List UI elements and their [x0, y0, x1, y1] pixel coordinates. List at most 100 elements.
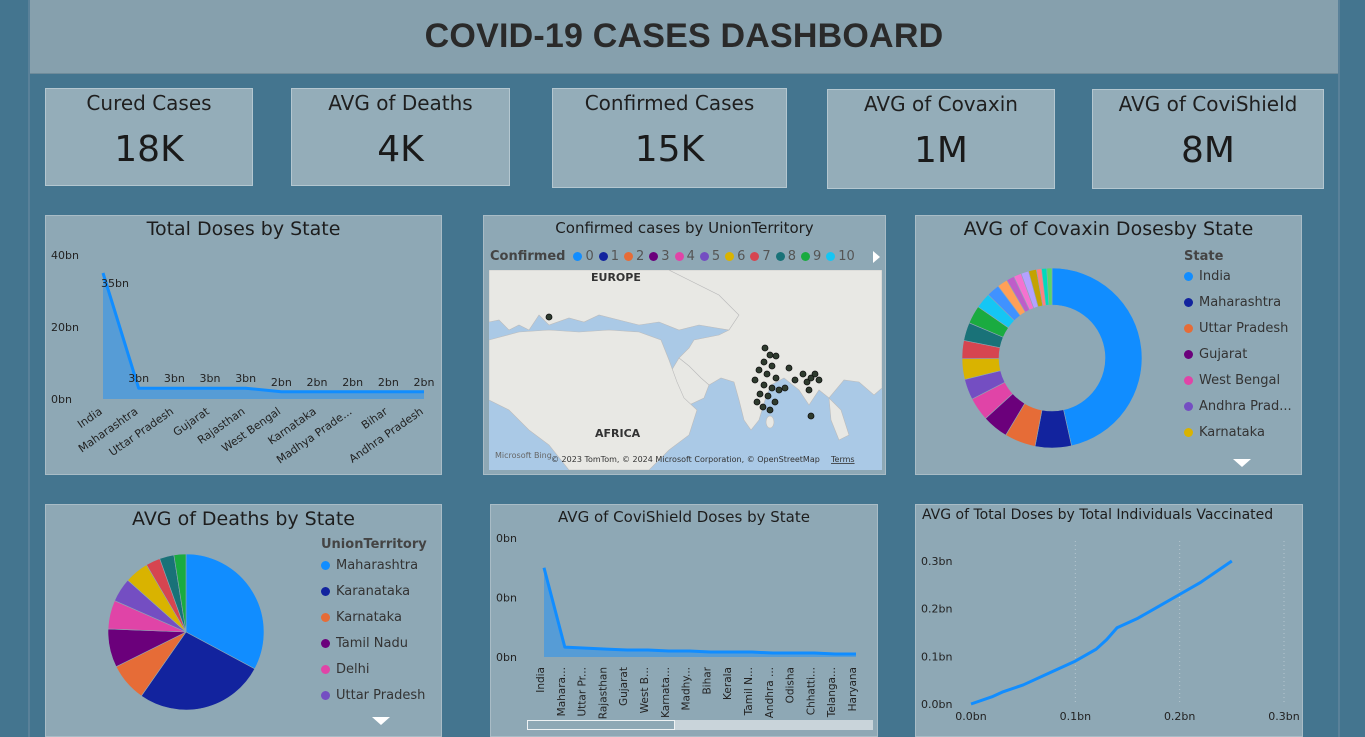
map-point: [803, 378, 811, 386]
series-line: [542, 567, 856, 656]
panel-total-doses[interactable]: Total Doses by State 0bn 20bn 40bn 35bn 3bn 3…: [45, 215, 442, 475]
kpi-value: 4K: [377, 129, 424, 170]
x-tick-label: Bihar: [701, 666, 713, 694]
legend-item[interactable]: India: [1184, 269, 1231, 284]
map-point: [753, 398, 761, 406]
legend-item[interactable]: Maharashtra: [1184, 295, 1281, 310]
legend-label: 4: [686, 249, 695, 264]
pie-slice: [140, 631, 256, 711]
map-point: [756, 390, 764, 398]
map-legend-item: 5: [699, 249, 720, 264]
legend-dot: [321, 691, 330, 700]
kpi-confirmed-cases[interactable]: Confirmed Cases 15K: [552, 88, 787, 188]
panel-deaths[interactable]: AVG of Deaths by State UnionTerritory Ma…: [45, 504, 442, 737]
map-point: [751, 376, 759, 384]
x-tick-label: Tamil N...: [743, 667, 755, 716]
legend-item[interactable]: Tamil Nadu: [321, 636, 408, 651]
chart-title: Total Doses by State: [146, 218, 341, 240]
left-border: [28, 0, 30, 737]
legend-scroll-down-icon[interactable]: [372, 717, 390, 725]
x-tick-label: Mahara...: [556, 667, 568, 716]
legend-dot: [573, 252, 583, 261]
x-tick-label: Uttar Pr...: [577, 667, 589, 717]
map-point: [766, 351, 774, 359]
series-line: [101, 272, 424, 394]
legend-item[interactable]: Karanataka: [321, 584, 410, 599]
x-tick-label: Chhatti...: [805, 667, 817, 715]
map-legend-item: 0: [573, 249, 594, 264]
legend-label: 3: [661, 249, 670, 264]
legend-item[interactable]: Uttar Pradesh: [321, 688, 425, 703]
legend-dot: [321, 561, 330, 570]
kpi-value: 8M: [1181, 130, 1235, 171]
legend-label: Maharashtra: [1199, 295, 1282, 310]
map-legend-item: 6: [725, 249, 745, 264]
panel-map[interactable]: Confirmed cases by UnionTerritory Confir…: [483, 215, 886, 475]
legend-item[interactable]: Delhi: [321, 662, 369, 677]
map-point: [545, 313, 553, 321]
kpi-avg-covaxin[interactable]: AVG of Covaxin 1M: [827, 89, 1055, 189]
map-label-africa: AFRICA: [595, 427, 641, 440]
total-doses-area-chart: 0bn 20bn 40bn 35bn 3bn 3bn 3bn 3bn 2bn 2bn 2bn 2bn 2…: [51, 249, 435, 466]
kpi-cured-cases[interactable]: Cured Cases 18K: [45, 88, 253, 186]
map-legend-next-icon[interactable]: [873, 251, 880, 263]
legend-dot: [1184, 376, 1193, 385]
map-legend-item: 1: [598, 249, 619, 264]
kpi-avg-deaths[interactable]: AVG of Deaths 4K: [291, 88, 510, 186]
legend-label: Andhra Prad...: [1199, 399, 1292, 414]
land-asia: [668, 270, 882, 431]
map-legend-item: 7: [750, 249, 771, 264]
kpi-label: Cured Cases: [86, 91, 212, 115]
data-label: 3bn: [164, 372, 185, 385]
x-tick-label: Gujarat: [618, 667, 630, 706]
map-label-europe: EUROPE: [591, 271, 641, 284]
map-point: [807, 374, 815, 382]
x-tick-label: Uttar Pradesh: [107, 405, 176, 459]
x-tick-label: Rajasthan: [597, 667, 609, 719]
legend-item[interactable]: Andhra Prad...: [1184, 399, 1292, 414]
kpi-label: AVG of CoviShield: [1118, 92, 1298, 116]
legend-dot: [1184, 350, 1193, 359]
legend-label: 10: [838, 249, 855, 264]
legend-item[interactable]: Maharashtra: [321, 558, 418, 573]
horizontal-scrollbar-thumb[interactable]: [527, 720, 675, 730]
legend-item[interactable]: Uttar Pradesh: [1184, 321, 1288, 336]
x-tick-label: Telanga...: [826, 667, 838, 718]
panel-covaxin[interactable]: AVG of Covaxin Dosesby State State India…: [915, 215, 1302, 475]
map-title: Confirmed cases by UnionTerritory: [555, 219, 814, 237]
legend-dot: [725, 252, 735, 261]
legend-title: UnionTerritory: [321, 537, 427, 552]
legend-label: 0: [585, 249, 594, 264]
panel-total-vs-individuals[interactable]: AVG of Total Doses by Total Individuals …: [915, 504, 1303, 737]
map-legend-item: 3: [649, 249, 670, 264]
legend-item[interactable]: Karnataka: [321, 610, 402, 625]
legend-dot: [321, 639, 330, 648]
map-point: [761, 344, 769, 352]
x-tick-label: 0.1bn: [1060, 710, 1091, 723]
legend-label: Karanataka: [336, 584, 411, 599]
legend-item[interactable]: Karnataka: [1184, 425, 1265, 440]
kpi-label: Confirmed Cases: [584, 91, 755, 115]
x-tick-label: Haryana: [847, 667, 859, 711]
map-legend-items: 0 1 2 3 4 5 6 7 8 9 10: [573, 249, 859, 264]
legend-label: 9: [812, 249, 822, 264]
map-canvas[interactable]: EUROPE AFRICA Microsoft Bing © 2023 TomT…: [489, 270, 882, 470]
kpi-avg-covishield[interactable]: AVG of CoviShield 8M: [1092, 89, 1324, 189]
legend-item[interactable]: Gujarat: [1184, 347, 1247, 362]
legend-item[interactable]: West Bengal: [1184, 373, 1280, 388]
deaths-pie-chart: [107, 553, 265, 711]
y-tick-label: 0bn: [496, 532, 517, 545]
y-tick-label: 0bn: [496, 651, 517, 664]
series-line: [970, 559, 1233, 706]
legend-label: 8: [787, 249, 796, 264]
total-doses-line-chart: 0.0bn 0.1bn 0.2bn 0.3bn 0.0bn 0.1bn 0.2bn 0.3bn: [921, 541, 1300, 723]
y-tick-label: 0.0bn: [921, 698, 952, 711]
map-data-points: [545, 313, 823, 420]
legend-dot: [1184, 324, 1193, 333]
x-tick-label: Madhy...: [681, 667, 693, 711]
legend-label: Karnataka: [336, 610, 402, 625]
legend-scroll-down-icon[interactable]: [1233, 459, 1251, 467]
map-point: [781, 384, 789, 392]
horizontal-scrollbar-track[interactable]: [527, 720, 873, 730]
panel-covishield[interactable]: AVG of CoviShield Doses by State 0bn 0bn 0…: [490, 504, 878, 737]
